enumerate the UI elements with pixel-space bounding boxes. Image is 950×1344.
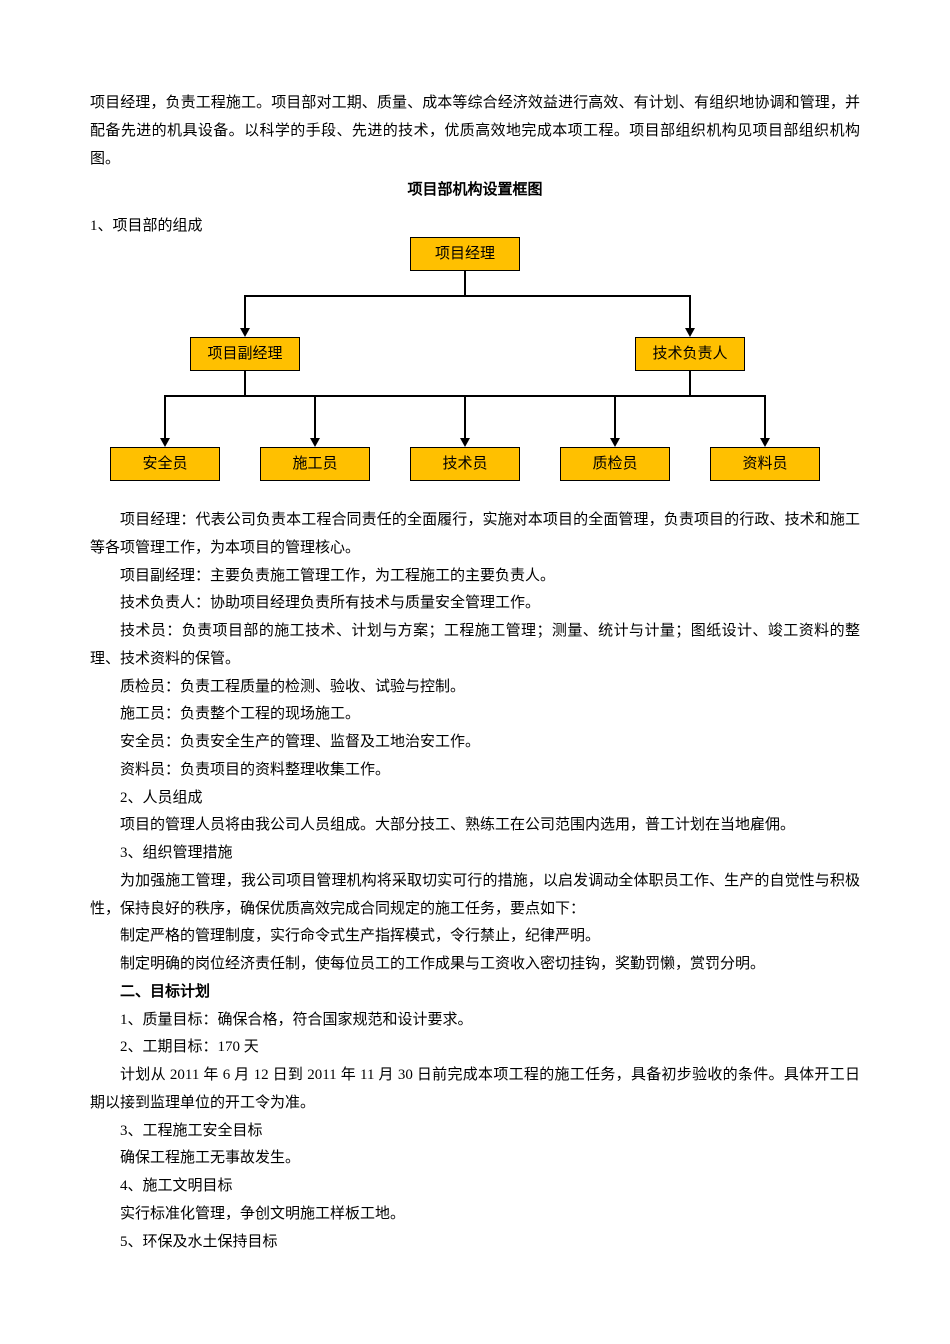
node-safety-label: 安全员: [142, 455, 187, 473]
org-chart: 1、项目部的组成 项目经理 项目副经理 技术负责人 安全员 施工员 技术员 质检…: [90, 207, 860, 497]
plan-item-3p: 确保工程施工无事故发生。: [90, 1145, 860, 1173]
node-qc-label: 质检员: [592, 455, 637, 473]
chart-line: [244, 371, 246, 395]
chart-line: [314, 395, 316, 439]
sec3-p1: 为加强施工管理，我公司项目管理机构将采取切实可行的措施，以启发调动全体职员工作、…: [90, 868, 860, 924]
role-worker: 施工员：负责整个工程的现场施工。: [90, 701, 860, 729]
plan-heading: 二、目标计划: [90, 979, 860, 1007]
arrow-icon: [760, 438, 770, 447]
role-qc: 质检员：负责工程质量的检测、验收、试验与控制。: [90, 674, 860, 702]
chart-line: [244, 295, 691, 297]
arrow-icon: [240, 328, 250, 337]
node-worker-label: 施工员: [292, 455, 337, 473]
sec2-heading: 2、人员组成: [90, 785, 860, 813]
plan-item-2: 2、工期目标：170 天: [90, 1034, 860, 1062]
role-pm: 项目经理：代表公司负责本工程合同责任的全面履行，实施对本项目的全面管理，负责项目…: [90, 507, 860, 563]
chart-line: [464, 395, 466, 439]
chart-line: [464, 271, 466, 295]
node-techlead-label: 技术负责人: [652, 345, 727, 363]
plan-item-5: 5、环保及水土保持目标: [90, 1229, 860, 1257]
chart-line: [164, 395, 166, 439]
plan-item-4p: 实行标准化管理，争创文明施工样板工地。: [90, 1201, 860, 1229]
arrow-icon: [310, 438, 320, 447]
intro-paragraph: 项目经理，负责工程施工。项目部对工期、质量、成本等综合经济效益进行高效、有计划、…: [90, 90, 860, 173]
node-qc: 质检员: [560, 447, 670, 481]
node-doc: 资料员: [710, 447, 820, 481]
node-safety: 安全员: [110, 447, 220, 481]
node-techlead: 技术负责人: [635, 337, 745, 371]
plan-item-4: 4、施工文明目标: [90, 1173, 860, 1201]
node-vpm-label: 项目副经理: [207, 345, 282, 363]
sec3-heading: 3、组织管理措施: [90, 840, 860, 868]
chart-line: [689, 295, 691, 329]
node-doc-label: 资料员: [742, 455, 787, 473]
role-vpm: 项目副经理：主要负责施工管理工作，为工程施工的主要负责人。: [90, 563, 860, 591]
role-tech: 技术员：负责项目部的施工技术、计划与方案；工程施工管理；测量、统计与计量；图纸设…: [90, 618, 860, 674]
plan-item-1: 1、质量目标：确保合格，符合国家规范和设计要求。: [90, 1007, 860, 1035]
sec3-p2: 制定严格的管理制度，实行命令式生产指挥模式，令行禁止，纪律严明。: [90, 923, 860, 951]
chart-line: [244, 295, 246, 329]
chart-line: [689, 371, 691, 395]
chart-line: [764, 395, 766, 439]
role-techlead: 技术负责人：协助项目经理负责所有技术与质量安全管理工作。: [90, 590, 860, 618]
role-safety: 安全员：负责安全生产的管理、监督及工地治安工作。: [90, 729, 860, 757]
chart-title: 项目部机构设置框图: [90, 177, 860, 205]
plan-item-2p: 计划从 2011 年 6 月 12 日到 2011 年 11 月 30 日前完成…: [90, 1062, 860, 1118]
role-doc: 资料员：负责项目的资料整理收集工作。: [90, 757, 860, 785]
arrow-icon: [610, 438, 620, 447]
sec2-para: 项目的管理人员将由我公司人员组成。大部分技工、熟练工在公司范围内选用，普工计划在…: [90, 812, 860, 840]
node-tech: 技术员: [410, 447, 520, 481]
node-vpm: 项目副经理: [190, 337, 300, 371]
sec3-p3: 制定明确的岗位经济责任制，使每位员工的工作成果与工资收入密切挂钩，奖勤罚懒，赏罚…: [90, 951, 860, 979]
chart-subtitle: 1、项目部的组成: [90, 213, 203, 241]
node-worker: 施工员: [260, 447, 370, 481]
chart-line: [614, 395, 616, 439]
node-pm-label: 项目经理: [435, 245, 495, 263]
node-pm: 项目经理: [410, 237, 520, 271]
node-tech-label: 技术员: [442, 455, 487, 473]
arrow-icon: [685, 328, 695, 337]
arrow-icon: [160, 438, 170, 447]
arrow-icon: [460, 438, 470, 447]
plan-item-3: 3、工程施工安全目标: [90, 1118, 860, 1146]
